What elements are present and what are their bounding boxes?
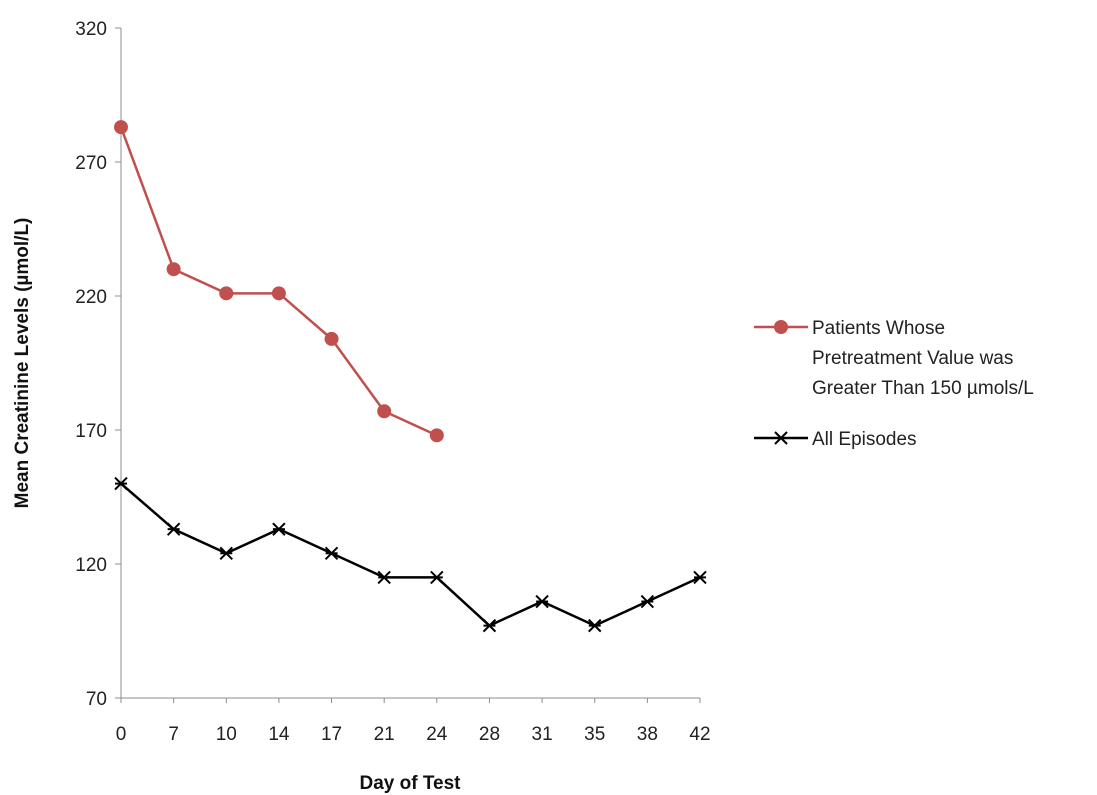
x-tick-label: 0 — [116, 724, 127, 745]
legend-label: All Episodes — [812, 429, 917, 450]
x-tick-labels: 0 7 10 14 17 21 24 28 31 35 38 42 — [116, 724, 711, 745]
x-tick-label: 24 — [426, 724, 448, 745]
data-point-0 — [324, 331, 339, 346]
y-tick-label: 220 — [75, 287, 107, 308]
series-0 — [114, 120, 444, 443]
data-point-1 — [535, 594, 549, 609]
data-point-0 — [377, 404, 392, 419]
y-tick-label: 270 — [75, 153, 107, 174]
data-point-1 — [114, 476, 128, 491]
series-line-1 — [120, 482, 701, 628]
x-tick-label: 10 — [216, 724, 237, 745]
legend-entry-1: All Episodes — [754, 429, 917, 450]
y-tick-label: 120 — [75, 555, 107, 576]
series-line-0 — [119, 126, 438, 437]
y-tick-label: 170 — [75, 421, 107, 442]
series-1 — [114, 476, 707, 633]
x-tick-label: 21 — [374, 724, 395, 745]
y-tick-label: 320 — [75, 19, 107, 40]
x-axis-title: Day of Test — [359, 773, 461, 794]
legend-label: Greater Than 150 µmols/L — [812, 378, 1034, 399]
data-point-1 — [219, 546, 233, 560]
legend-swatch-marker — [774, 320, 788, 334]
data-point-1 — [693, 570, 707, 585]
legend-label: Patients Whose — [812, 318, 945, 339]
data-point-1 — [324, 546, 339, 560]
x-tick-label: 42 — [689, 724, 710, 745]
x-tick-label: 28 — [479, 724, 500, 745]
data-point-1 — [430, 570, 444, 585]
data-point-0 — [166, 262, 181, 277]
legend-entry-0: Patients Whose Pretreatment Value was Grea… — [754, 318, 1034, 399]
data-point-0 — [429, 428, 444, 443]
legend-swatch-marker — [774, 431, 788, 445]
x-tick-label: 38 — [637, 724, 658, 745]
x-tick-label: 14 — [268, 724, 290, 745]
data-point-1 — [272, 522, 286, 536]
y-tick-labels: 70 120 170 220 270 320 — [75, 19, 107, 710]
data-point-0 — [114, 120, 128, 135]
axes — [115, 27, 701, 703]
x-tick-label: 7 — [168, 724, 179, 745]
data-point-1 — [640, 594, 655, 609]
legend: Patients Whose Pretreatment Value was Grea… — [754, 318, 1034, 450]
data-point-1 — [588, 618, 602, 633]
data-point-0 — [271, 286, 286, 301]
y-tick-label: 70 — [86, 689, 107, 710]
data-point-0 — [219, 286, 234, 301]
y-axis-title: Mean Creatinine Levels (µmol/L) — [12, 218, 33, 509]
x-tick-label: 31 — [532, 724, 553, 745]
data-point-1 — [377, 570, 391, 585]
data-point-1 — [166, 522, 181, 536]
legend-label: Pretreatment Value was — [812, 348, 1013, 369]
x-tick-label: 17 — [321, 724, 342, 745]
data-point-1 — [482, 618, 497, 633]
x-tick-label: 35 — [584, 724, 605, 745]
series-layer — [114, 120, 707, 633]
